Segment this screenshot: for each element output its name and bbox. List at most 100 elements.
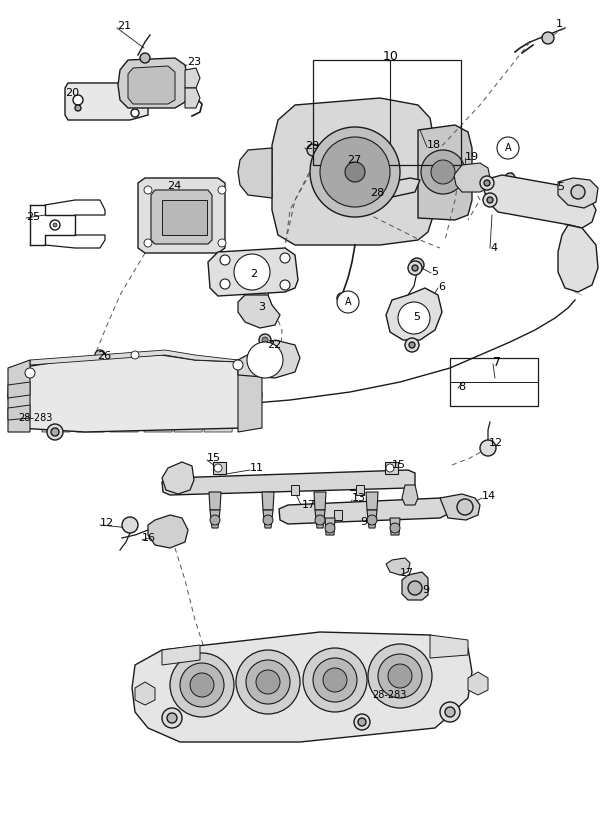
Polygon shape [210,510,220,528]
Circle shape [480,176,494,190]
Circle shape [337,291,359,313]
Bar [450,358,538,406]
Circle shape [144,186,152,194]
Polygon shape [8,355,262,432]
Circle shape [390,523,400,533]
Polygon shape [402,485,418,505]
Text: 27: 27 [347,155,361,165]
Circle shape [234,254,270,290]
Circle shape [144,239,152,247]
Polygon shape [213,462,226,474]
Text: 6: 6 [438,282,445,292]
Circle shape [218,239,226,247]
Circle shape [53,223,57,227]
Polygon shape [185,68,200,88]
Polygon shape [174,360,208,432]
Circle shape [50,220,60,230]
Circle shape [323,668,347,692]
Bar [313,60,461,165]
Circle shape [214,464,222,472]
Polygon shape [402,572,428,600]
Circle shape [47,424,63,440]
Circle shape [483,193,497,207]
Polygon shape [208,248,298,296]
Circle shape [210,515,220,525]
Polygon shape [418,125,472,220]
Circle shape [95,350,105,360]
Polygon shape [238,295,280,328]
Polygon shape [238,148,272,198]
Polygon shape [390,518,400,535]
Circle shape [484,180,490,186]
Circle shape [457,499,473,515]
Text: 15: 15 [392,460,406,470]
Circle shape [368,644,432,708]
Circle shape [367,515,377,525]
Circle shape [410,258,424,272]
Polygon shape [430,635,468,658]
Text: 8: 8 [458,382,465,392]
Circle shape [412,265,418,271]
Circle shape [345,162,365,182]
Circle shape [431,160,455,184]
Polygon shape [356,485,364,495]
Polygon shape [238,340,300,378]
Text: 22: 22 [267,340,281,350]
Circle shape [445,707,455,717]
Circle shape [131,109,139,117]
Polygon shape [468,672,488,695]
Circle shape [310,127,400,217]
Circle shape [262,337,268,343]
Polygon shape [366,492,378,510]
Text: 12: 12 [489,438,503,448]
Text: 2: 2 [250,269,257,279]
Circle shape [386,464,394,472]
Circle shape [421,150,465,194]
Text: 21: 21 [117,21,131,31]
Polygon shape [209,492,221,510]
Polygon shape [334,510,342,520]
Circle shape [313,658,357,702]
Polygon shape [386,288,442,340]
Text: 9: 9 [422,585,429,595]
Text: 12: 12 [100,518,114,528]
Polygon shape [128,66,175,104]
Circle shape [220,279,230,289]
Circle shape [325,523,335,533]
Circle shape [571,185,585,199]
Polygon shape [367,510,377,528]
Circle shape [73,95,83,105]
Text: 9: 9 [360,517,367,527]
Text: A: A [345,297,351,307]
Circle shape [247,342,283,378]
Circle shape [303,648,367,712]
Circle shape [190,673,214,697]
Polygon shape [8,382,30,398]
Polygon shape [279,498,448,524]
Circle shape [480,440,496,456]
Polygon shape [558,178,598,208]
Circle shape [408,261,422,275]
Polygon shape [8,360,30,432]
Polygon shape [144,360,178,432]
Text: 19: 19 [465,152,479,162]
Polygon shape [262,492,274,510]
Circle shape [218,186,226,194]
Text: 18: 18 [427,140,441,150]
Polygon shape [440,494,480,520]
Circle shape [405,338,419,352]
Text: 17: 17 [302,500,316,510]
Circle shape [131,86,139,94]
Text: 17: 17 [400,568,414,578]
Polygon shape [132,632,472,742]
Text: 24: 24 [167,181,181,191]
Circle shape [259,334,271,346]
Circle shape [378,654,422,698]
Polygon shape [162,470,415,495]
Circle shape [398,302,430,334]
Polygon shape [484,175,596,228]
Text: 3: 3 [258,302,265,312]
Polygon shape [386,558,410,575]
Polygon shape [110,360,144,432]
Circle shape [51,428,59,436]
